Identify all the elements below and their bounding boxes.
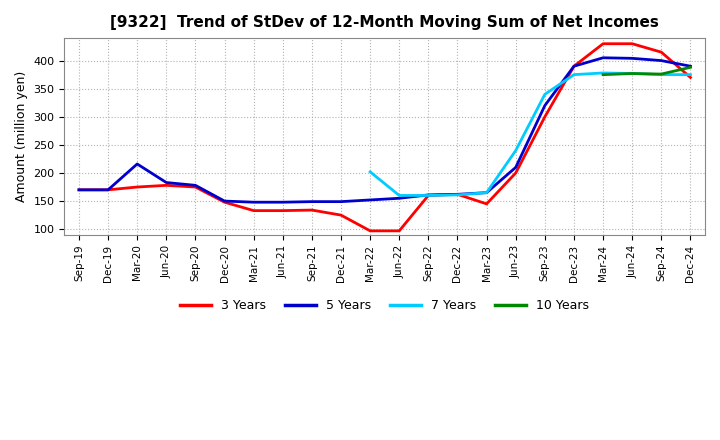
5 Years: [162, 180, 171, 185]
7 Years: [511, 148, 520, 153]
7 Years: [570, 72, 578, 77]
3 Years: [133, 184, 142, 190]
3 Years: [482, 201, 491, 206]
3 Years: [453, 192, 462, 197]
Line: 10 Years: 10 Years: [603, 67, 690, 75]
5 Years: [453, 192, 462, 197]
3 Years: [628, 41, 636, 46]
7 Years: [424, 193, 433, 198]
7 Years: [657, 72, 666, 77]
3 Years: [366, 228, 374, 234]
3 Years: [424, 193, 433, 198]
5 Years: [366, 197, 374, 202]
5 Years: [511, 165, 520, 170]
3 Years: [220, 200, 229, 205]
3 Years: [570, 63, 578, 69]
5 Years: [75, 187, 84, 192]
5 Years: [133, 161, 142, 167]
7 Years: [686, 72, 695, 77]
3 Years: [541, 114, 549, 119]
3 Years: [307, 207, 316, 213]
3 Years: [686, 75, 695, 80]
5 Years: [541, 103, 549, 108]
10 Years: [686, 65, 695, 70]
10 Years: [628, 71, 636, 76]
5 Years: [599, 55, 608, 60]
5 Years: [279, 200, 287, 205]
5 Years: [570, 63, 578, 69]
5 Years: [657, 58, 666, 63]
5 Years: [424, 192, 433, 198]
3 Years: [279, 208, 287, 213]
Line: 7 Years: 7 Years: [370, 73, 690, 195]
3 Years: [162, 183, 171, 188]
7 Years: [395, 193, 404, 198]
5 Years: [104, 187, 112, 192]
3 Years: [337, 213, 346, 218]
5 Years: [191, 183, 199, 188]
7 Years: [366, 169, 374, 175]
5 Years: [395, 196, 404, 201]
Legend: 3 Years, 5 Years, 7 Years, 10 Years: 3 Years, 5 Years, 7 Years, 10 Years: [175, 294, 595, 317]
7 Years: [599, 70, 608, 76]
10 Years: [657, 71, 666, 77]
3 Years: [599, 41, 608, 46]
10 Years: [599, 72, 608, 77]
5 Years: [249, 200, 258, 205]
5 Years: [220, 198, 229, 204]
5 Years: [686, 63, 695, 69]
3 Years: [191, 184, 199, 190]
3 Years: [104, 187, 112, 192]
7 Years: [482, 190, 491, 195]
3 Years: [249, 208, 258, 213]
3 Years: [395, 228, 404, 234]
Title: [9322]  Trend of StDev of 12-Month Moving Sum of Net Incomes: [9322] Trend of StDev of 12-Month Moving…: [110, 15, 659, 30]
5 Years: [628, 56, 636, 61]
5 Years: [337, 199, 346, 204]
3 Years: [75, 187, 84, 192]
Line: 5 Years: 5 Years: [79, 58, 690, 202]
7 Years: [628, 71, 636, 76]
7 Years: [541, 92, 549, 97]
7 Years: [453, 192, 462, 198]
Line: 3 Years: 3 Years: [79, 44, 690, 231]
3 Years: [511, 170, 520, 176]
5 Years: [307, 199, 316, 204]
5 Years: [482, 190, 491, 195]
3 Years: [657, 50, 666, 55]
Y-axis label: Amount (million yen): Amount (million yen): [15, 71, 28, 202]
